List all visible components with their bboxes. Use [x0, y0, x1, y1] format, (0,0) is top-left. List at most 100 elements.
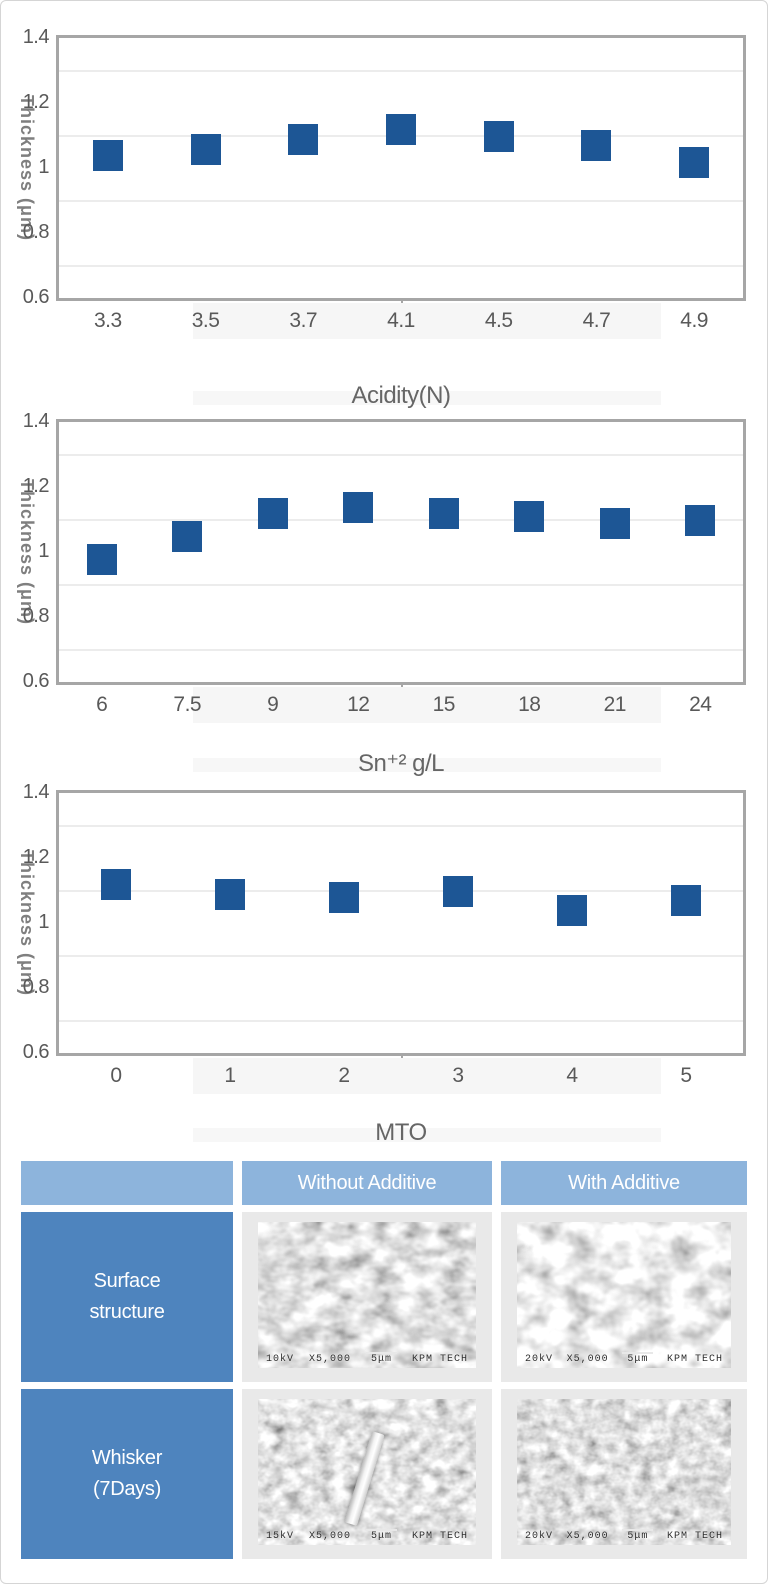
plot-area — [56, 419, 746, 691]
sem-caption: 15kV X5,000 5μm KPM TECH — [266, 1529, 468, 1542]
x-tick-label: 4.9 — [680, 309, 708, 332]
data-point — [599, 507, 630, 539]
y-tick-label: 1 — [38, 911, 49, 933]
gridline — [59, 264, 743, 267]
x-tick-label: 1 — [224, 1064, 236, 1087]
sem-caption: 10kV X5,000 5μm KPM TECH — [266, 1352, 468, 1365]
x-tick-label: 3.7 — [289, 309, 318, 332]
x-tick-label: 4.5 — [484, 309, 513, 332]
additive-comparison-table: Without Additive With Additive Surface s… — [21, 1161, 747, 1559]
gridline — [59, 518, 743, 521]
data-point — [581, 130, 612, 162]
x-tick-label: 5 — [680, 1064, 692, 1087]
y-tick-label: 1.4 — [22, 410, 50, 432]
x-tick-label: 9 — [267, 693, 279, 716]
x-tick-label: 4.7 — [582, 309, 611, 332]
x-tick-label: 12 — [347, 693, 370, 716]
x-tick-label: 3 — [452, 1064, 464, 1087]
y-tick-label: 0.8 — [22, 605, 50, 627]
x-tick-label: 21 — [603, 693, 627, 716]
gridline — [59, 199, 743, 202]
sem-caption: 20kV X5,000 5μm KPM TECH — [525, 1352, 723, 1365]
scale-bar: 5μm — [365, 1352, 397, 1365]
x-tick-label: 24 — [689, 693, 712, 716]
gridline — [59, 824, 743, 827]
sem-caption: 20kV X5,000 5μm KPM TECH — [525, 1529, 723, 1542]
y-tick-label: 0.8 — [22, 221, 50, 243]
x-tick-label: 4.1 — [387, 309, 415, 332]
row-label-surface-structure: Surface structure — [21, 1212, 233, 1382]
x-tick-label: 15 — [432, 693, 456, 716]
gridline — [59, 1019, 743, 1022]
x-axis-band — [193, 1058, 661, 1094]
sem-image: 20kV X5,000 5μm KPM TECH — [517, 1399, 731, 1545]
gridline — [59, 954, 743, 957]
data-point — [443, 875, 473, 907]
sem-cell-surface-without: 10kV X5,000 5μm KPM TECH — [242, 1212, 492, 1382]
y-tick-label: 1.4 — [22, 26, 50, 48]
data-point — [86, 543, 117, 575]
y-tick-label: 0.6 — [22, 1041, 50, 1063]
x-axis-band — [193, 687, 661, 723]
y-tick-label: 1.2 — [22, 475, 50, 497]
data-point — [215, 878, 245, 910]
sem-image: 10kV X5,000 5μm KPM TECH — [258, 1222, 476, 1368]
x-tick-label: 3.3 — [93, 309, 122, 332]
x-axis-ticks: 6 7.5 9 12 15 18 21 24 — [1, 693, 767, 723]
x-axis-title-acidity: Acidity(N) — [56, 382, 746, 410]
gridline — [59, 453, 743, 456]
gridline — [59, 583, 743, 586]
data-point — [671, 885, 701, 917]
plot-area — [56, 35, 746, 307]
y-tick-label: 1 — [38, 156, 49, 178]
x-tick-label: 4 — [566, 1064, 578, 1087]
x-axis-ticks: 3.3 3.5 3.7 4.1 4.5 4.7 4.9 — [1, 309, 767, 339]
y-tick-label: 1 — [38, 540, 49, 562]
header-cell-empty — [21, 1161, 233, 1205]
scale-bar: 5μm — [622, 1529, 654, 1542]
x-tick-label: 18 — [518, 693, 541, 716]
sem-cell-whisker-without: 15kV X5,000 5μm KPM TECH — [242, 1389, 492, 1559]
data-point — [685, 504, 716, 536]
title-band — [193, 1128, 661, 1142]
title-band — [193, 758, 661, 772]
y-tick-label: 0.6 — [22, 670, 50, 692]
gridline — [59, 889, 743, 892]
data-point — [679, 146, 710, 178]
gridline — [59, 648, 743, 651]
sem-cell-whisker-with: 20kV X5,000 5μm KPM TECH — [501, 1389, 747, 1559]
sem-image: 20kV X5,000 5μm KPM TECH — [517, 1222, 731, 1368]
y-axis-ticks: 1.4 1.2 1 0.8 0.6 — [1, 781, 50, 1063]
data-point — [257, 498, 288, 529]
scale-bar: 5μm — [622, 1352, 654, 1365]
x-tick-label: 0 — [110, 1064, 122, 1087]
data-point — [514, 501, 545, 533]
header-cell-without-additive: Without Additive — [242, 1161, 492, 1205]
chart-thickness-vs-sn: Thickness (μm) 1.4 1.2 1 0.8 0.6 6 7.5 9 12 15 18… — [1, 410, 767, 731]
data-point — [92, 140, 123, 171]
y-tick-label: 1.2 — [22, 846, 50, 868]
x-axis-title-mto: MTO — [56, 1119, 746, 1147]
gridline — [59, 69, 743, 72]
data-point — [557, 895, 587, 926]
y-tick-label: 0.8 — [22, 976, 50, 998]
x-tick-label: 7.5 — [173, 693, 202, 716]
data-point — [190, 133, 221, 165]
sem-image: 15kV X5,000 5μm KPM TECH — [258, 1399, 476, 1545]
y-axis-ticks: 1.4 1.2 1 0.8 0.6 — [1, 410, 50, 692]
y-tick-label: 1.2 — [22, 91, 50, 113]
x-axis-band — [193, 303, 661, 339]
data-point — [386, 114, 416, 145]
data-point — [329, 882, 359, 913]
data-point — [343, 491, 374, 523]
x-axis-ticks: 0 1 2 3 4 5 — [1, 1064, 767, 1094]
y-tick-label: 1.4 — [22, 781, 50, 803]
sem-cell-surface-with: 20kV X5,000 5μm KPM TECH — [501, 1212, 747, 1382]
row-label-whisker: Whisker (7Days) — [21, 1389, 233, 1559]
data-point — [101, 869, 131, 900]
x-tick-label: 6 — [96, 693, 108, 716]
data-point — [288, 123, 319, 155]
x-tick-label: 2 — [338, 1064, 350, 1087]
